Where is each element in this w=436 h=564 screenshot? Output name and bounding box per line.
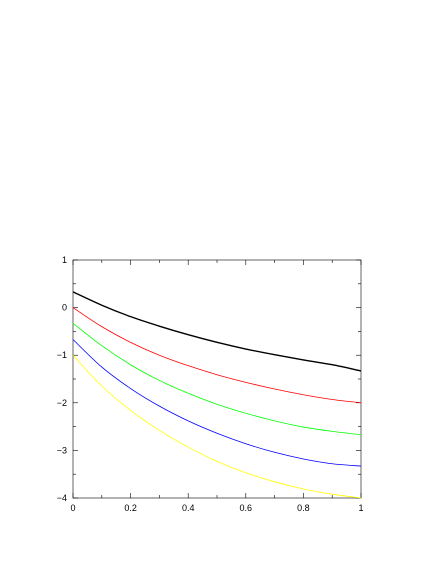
series-line-1	[72, 291, 362, 372]
series-line-2	[72, 307, 362, 404]
y-tick-labels: 1 0 −1 −2 −3 −4	[57, 255, 67, 503]
series-lines	[72, 291, 362, 499]
y-tick-label: −4	[57, 493, 67, 503]
y-tick-label: 1	[62, 255, 67, 265]
y-tick-label: −2	[57, 398, 67, 408]
x-tick-label: 0	[70, 503, 75, 513]
x-tick-label: 0.2	[124, 503, 137, 513]
x-tick-label: 0.8	[297, 503, 310, 513]
x-tick-labels: 0 0.2 0.4 0.6 0.8 1	[70, 503, 363, 513]
y-tick-label: −1	[57, 350, 67, 360]
series-line-4	[72, 339, 362, 467]
axis-ticks	[72, 259, 362, 499]
plot-frame	[72, 259, 362, 499]
x-tick-label: 0.4	[182, 503, 195, 513]
series-line-5	[72, 354, 362, 499]
y-tick-label: −3	[57, 445, 67, 455]
series-line-3	[72, 322, 362, 436]
y-tick-label: 0	[62, 303, 67, 313]
x-tick-label: 1	[358, 503, 363, 513]
x-tick-label: 0.6	[240, 503, 253, 513]
